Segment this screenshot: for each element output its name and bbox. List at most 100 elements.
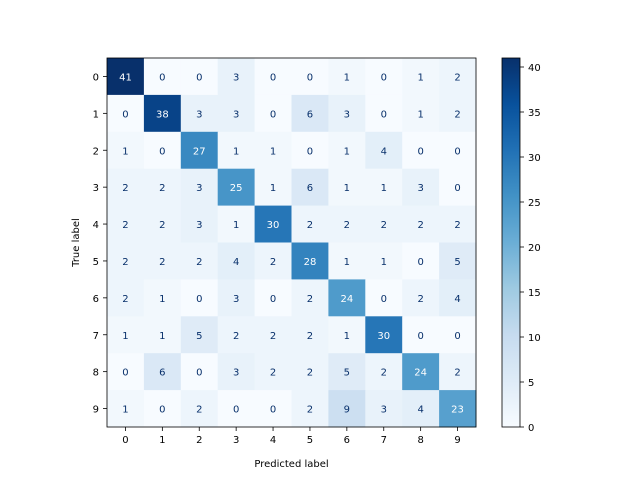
cell-value-label: 27 — [193, 146, 206, 157]
heatmap-cell — [254, 279, 292, 317]
cell-value-label: 3 — [196, 220, 202, 231]
cell-value-label: 1 — [417, 72, 423, 83]
cell-value-label: 2 — [270, 257, 276, 268]
heatmap-cell — [180, 242, 219, 280]
x-tick-label: 5 — [307, 435, 313, 446]
cell-value-label: 1 — [344, 183, 350, 194]
heatmap-cell-labels: 41 0 0 3 0 0 1 0 1 20 38 3 3 0 6 3 0 1 21 0 27 1 1 0 1 4 0 02 2 3 25 1 6… — [119, 72, 464, 415]
heatmap-cell — [254, 390, 292, 428]
cell-value-label: 3 — [381, 405, 387, 416]
cell-value-label: 3 — [344, 109, 350, 120]
heatmap-cell — [107, 242, 145, 280]
heatmap-cell — [328, 353, 366, 391]
cell-value-label: 1 — [270, 183, 276, 194]
cell-value-label: 41 — [119, 72, 132, 83]
cell-value-label: 2 — [307, 405, 313, 416]
cell-value-label: 4 — [381, 146, 387, 157]
cell-value-label: 1 — [122, 331, 128, 342]
heatmap-cell — [365, 390, 403, 428]
heatmap-cell — [107, 279, 145, 317]
cell-value-label: 0 — [454, 331, 460, 342]
heatmap-cell — [254, 316, 292, 354]
heatmap-cell — [365, 58, 403, 96]
heatmap-cell — [107, 58, 145, 96]
cell-value-label: 0 — [381, 72, 387, 83]
heatmap-cell — [291, 58, 329, 96]
x-tick-label: 2 — [196, 435, 202, 446]
cell-value-label: 0 — [454, 146, 460, 157]
heatmap-cell — [143, 94, 182, 133]
heatmap-cell — [143, 279, 182, 317]
cell-value-label: 30 — [267, 220, 280, 231]
cell-value-label: 1 — [159, 331, 165, 342]
cell-value-label: 2 — [307, 368, 313, 379]
cell-value-label: 6 — [159, 368, 165, 379]
heatmap-cell — [365, 353, 403, 391]
cell-value-label: 0 — [307, 146, 313, 157]
heatmap-cell — [217, 205, 256, 243]
heatmap-cell — [291, 205, 329, 243]
heatmap-cell — [217, 168, 256, 207]
cell-value-label: 3 — [196, 109, 202, 120]
heatmap-cell — [365, 242, 403, 280]
heatmap-cell — [328, 131, 366, 170]
cell-value-label: 28 — [304, 257, 317, 268]
cell-value-label: 2 — [307, 220, 313, 231]
cell-value-label: 0 — [381, 294, 387, 305]
cell-value-label: 2 — [122, 257, 128, 268]
cell-value-label: 2 — [270, 331, 276, 342]
plot-frame — [106, 57, 477, 428]
cell-value-label: 1 — [122, 405, 128, 416]
heatmap-cell — [291, 316, 329, 354]
heatmap-cell — [439, 131, 477, 170]
cell-value-label: 2 — [381, 368, 387, 379]
heatmap-cell — [328, 168, 366, 207]
cell-value-label: 4 — [233, 257, 239, 268]
heatmap-cell — [439, 168, 477, 207]
cell-value-label: 3 — [233, 109, 239, 120]
cell-value-label: 24 — [414, 368, 427, 379]
colorbar-ticks: 0 5 10 15 20 25 30 35 40 — [520, 63, 541, 434]
cell-value-label: 3 — [233, 368, 239, 379]
cell-value-label: 0 — [159, 405, 165, 416]
cell-value-label: 25 — [230, 183, 243, 194]
heatmap-cell — [107, 131, 145, 170]
heatmap-cell — [217, 94, 256, 133]
heatmap-cell — [439, 316, 477, 354]
cell-value-label: 2 — [381, 220, 387, 231]
heatmap-cell — [439, 58, 477, 96]
heatmap-cell — [180, 205, 219, 243]
heatmap-cell — [254, 58, 292, 96]
cell-value-label: 4 — [417, 405, 423, 416]
y-axis-label: True label — [71, 218, 82, 268]
heatmap-cell — [143, 316, 182, 354]
heatmap-cell — [291, 390, 329, 428]
cell-value-label: 2 — [454, 220, 460, 231]
heatmap-cell — [217, 58, 256, 96]
cell-value-label: 5 — [344, 368, 350, 379]
heatmap-cell — [365, 205, 403, 243]
cell-value-label: 1 — [270, 146, 276, 157]
cell-value-label: 1 — [381, 183, 387, 194]
heatmap-cell — [217, 279, 256, 317]
cell-value-label: 2 — [270, 368, 276, 379]
cell-value-label: 9 — [344, 405, 350, 416]
heatmap-cell — [254, 242, 292, 280]
heatmap-cell — [143, 353, 182, 391]
heatmap-cell — [439, 205, 477, 243]
x-tick-label: 3 — [233, 435, 239, 446]
cell-value-label: 2 — [159, 220, 165, 231]
heatmap-cell — [402, 390, 440, 428]
colorbar-tick-label: 5 — [528, 378, 534, 389]
cell-value-label: 0 — [233, 405, 239, 416]
cell-value-label: 1 — [344, 331, 350, 342]
cell-value-label: 4 — [454, 294, 460, 305]
y-tick-label: 1 — [93, 109, 99, 120]
colorbar-tick-label: 0 — [528, 423, 534, 434]
cell-value-label: 5 — [196, 331, 202, 342]
heatmap-cell — [402, 279, 440, 317]
y-tick-label: 2 — [93, 146, 99, 157]
cell-value-label: 2 — [454, 368, 460, 379]
colorbar — [501, 57, 521, 428]
